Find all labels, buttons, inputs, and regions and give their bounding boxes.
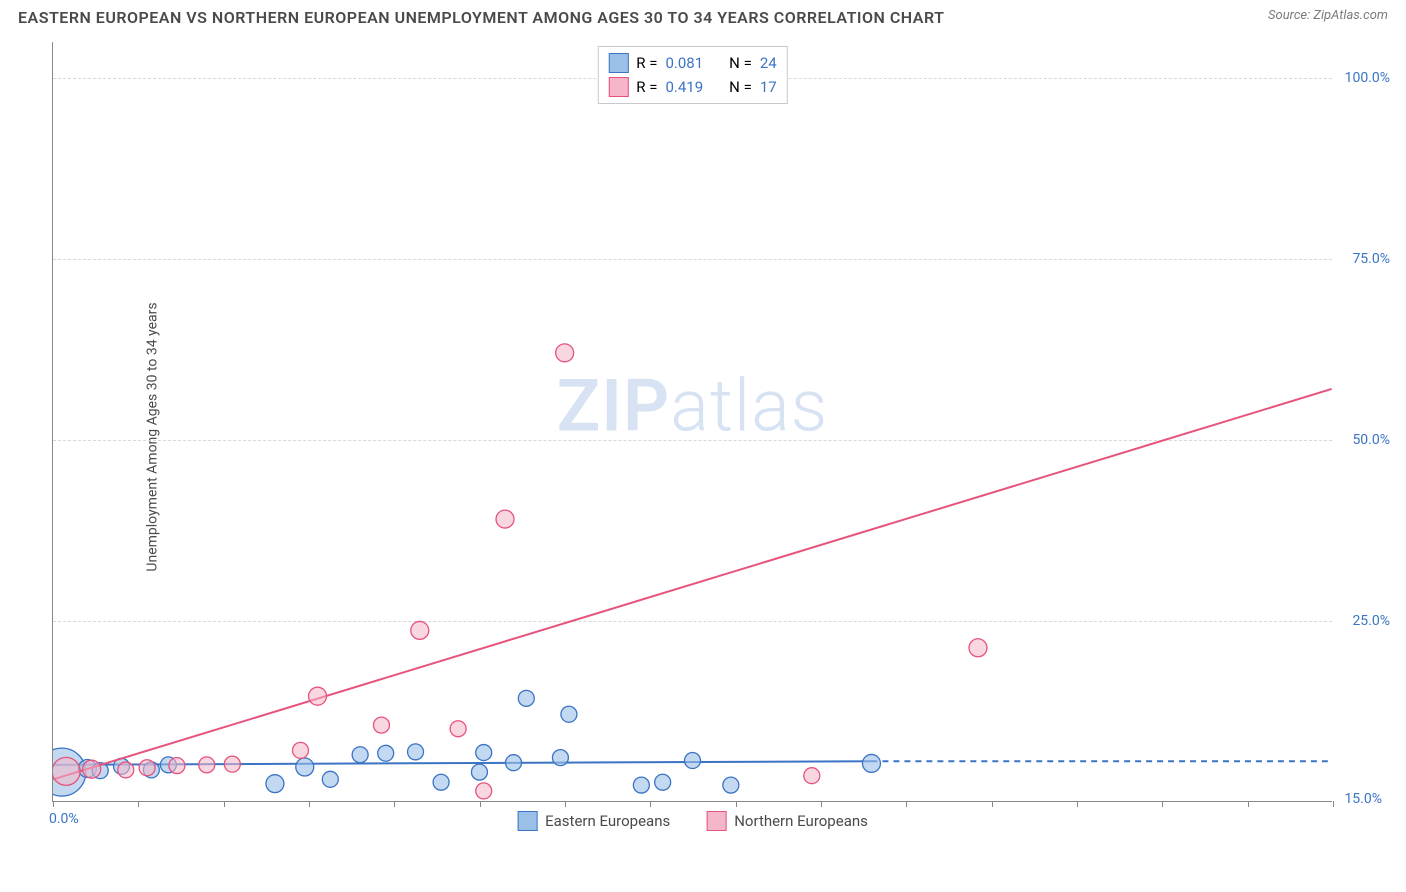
y-tick-label: 75.0% [1352,251,1390,267]
data-point [169,758,185,774]
data-point [552,750,568,766]
data-point [408,744,424,760]
data-point [139,760,155,776]
data-point [476,783,492,799]
x-tick [1248,801,1249,807]
legend-item-northern: Northern Europeans [706,811,868,831]
data-point [296,758,314,776]
x-tick [650,801,651,807]
data-point [53,757,80,785]
x-tick [309,801,310,807]
swatch-northern-icon [706,811,726,831]
legend-row-eastern: R = 0.081 N = 24 [608,51,776,75]
x-tick [53,801,54,807]
y-tick-label: 50.0% [1352,432,1390,448]
swatch-eastern [608,53,628,73]
x-tick [821,801,822,807]
data-point [450,721,466,737]
legend-correlation-box: R = 0.081 N = 24 R = 0.419 N = 17 [597,46,787,104]
trend-line [53,389,1331,779]
legend-item-eastern: Eastern Europeans [517,811,670,831]
data-point [862,754,880,772]
data-point [496,510,514,528]
data-point [309,687,327,705]
data-point [118,762,134,778]
swatch-eastern-icon [517,811,537,831]
legend-series: Eastern Europeans Northern Europeans [517,811,868,831]
data-point [83,760,101,778]
x-tick-max: 15.0% [1344,791,1382,807]
n-value-eastern: 24 [760,54,777,72]
x-tick [1162,801,1163,807]
x-tick [565,801,566,807]
n-label: N = [729,78,752,96]
x-tick [736,801,737,807]
legend-label-northern: Northern Europeans [734,812,868,830]
r-value-eastern: 0.081 [665,54,703,72]
data-point [224,756,240,772]
data-point [633,777,649,793]
y-tick-label: 100.0% [1345,70,1390,86]
x-tick [224,801,225,807]
legend-row-northern: R = 0.419 N = 17 [608,75,776,99]
data-point [471,764,487,780]
data-point [378,745,394,761]
data-point [411,621,429,639]
chart-svg [53,42,1332,801]
plot-area: ZIPatlas 25.0%50.0%75.0%100.0% 0.0% 15.0… [52,42,1332,802]
x-tick [906,801,907,807]
data-point [476,745,492,761]
source-label: Source: ZipAtlas.com [1268,8,1388,23]
data-point [685,753,701,769]
x-tick-min: 0.0% [49,811,79,827]
y-tick-label: 25.0% [1352,613,1390,629]
x-tick [138,801,139,807]
data-point [561,706,577,722]
r-label: R = [636,54,657,72]
data-point [199,757,215,773]
x-tick [992,801,993,807]
data-point [373,717,389,733]
data-point [322,771,338,787]
data-point [433,774,449,790]
data-point [804,768,820,784]
chart-title: EASTERN EUROPEAN VS NORTHERN EUROPEAN UN… [18,8,944,27]
r-value-northern: 0.419 [665,78,703,96]
data-point [518,690,534,706]
data-point [352,747,368,763]
swatch-northern [608,77,628,97]
x-tick [1333,801,1334,807]
x-tick [394,801,395,807]
data-point [266,775,284,793]
x-tick [1077,801,1078,807]
r-label: R = [636,78,657,96]
data-point [292,742,308,758]
x-tick [480,801,481,807]
legend-label-eastern: Eastern Europeans [545,812,670,830]
n-value-northern: 17 [760,78,777,96]
data-point [506,755,522,771]
data-point [655,774,671,790]
data-point [969,639,987,657]
plot-wrap: Unemployment Among Ages 30 to 34 years Z… [52,42,1388,832]
data-point [556,344,574,362]
data-point [723,777,739,793]
n-label: N = [729,54,752,72]
